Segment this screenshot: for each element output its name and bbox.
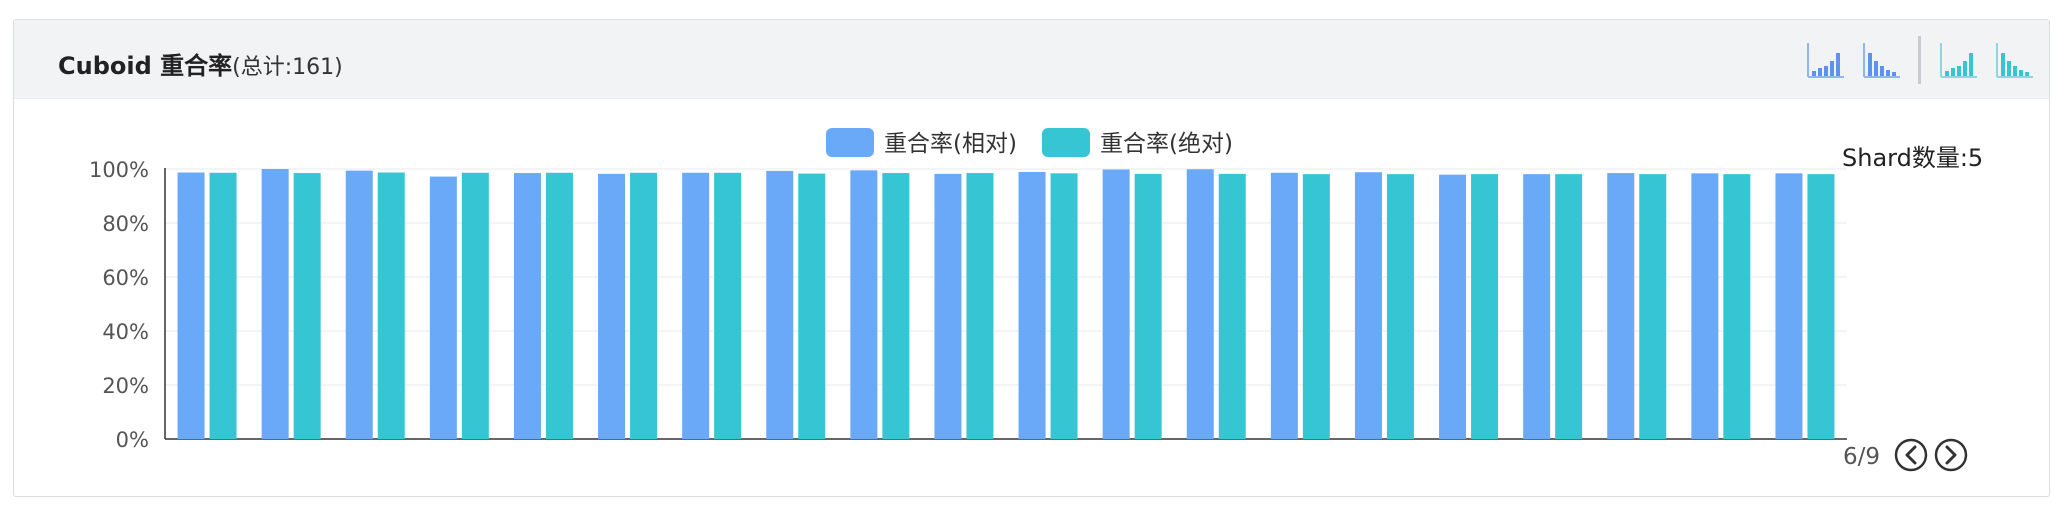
bar-absolute[interactable] [461, 172, 489, 439]
bar-relative[interactable] [766, 170, 794, 439]
bar-relative[interactable] [1691, 173, 1719, 439]
bar-chart-descending-icon[interactable] [1860, 39, 1902, 81]
bar-absolute[interactable] [630, 172, 658, 439]
bar-absolute[interactable] [1807, 174, 1835, 439]
bar-relative[interactable] [934, 173, 962, 440]
y-tick-label: 0% [116, 428, 149, 452]
chevron-left-circle-icon-chevron [1905, 445, 1917, 465]
bar-absolute[interactable] [1386, 174, 1414, 439]
y-tick-label: 20% [102, 374, 149, 398]
bar-relative[interactable] [1775, 173, 1803, 439]
bar-absolute[interactable] [377, 172, 405, 439]
bar-absolute[interactable] [798, 173, 826, 439]
bar-relative[interactable] [598, 173, 626, 440]
bar-absolute[interactable] [1134, 173, 1162, 440]
legend-swatch[interactable] [1042, 128, 1090, 157]
bar-relative[interactable] [1354, 172, 1382, 440]
bar-chart-ascending-icon[interactable] [1937, 39, 1979, 81]
bar-relative[interactable] [1270, 172, 1298, 439]
bar-absolute[interactable] [1218, 173, 1246, 440]
legend-label[interactable]: 重合率(绝对) [1100, 131, 1233, 157]
bar-chart-ascending-icon[interactable] [1804, 39, 1846, 81]
bar-relative[interactable] [1102, 169, 1130, 440]
toolbar-divider [1918, 36, 1921, 84]
legend-label[interactable]: 重合率(相对) [884, 131, 1017, 157]
page-indicator: 6/9 [1843, 444, 1880, 470]
panel-title: Cuboid 重合率(总计:161) [58, 46, 343, 81]
bar-relative[interactable] [513, 173, 541, 440]
y-tick-label: 80% [102, 212, 149, 236]
bar-absolute[interactable] [1471, 174, 1499, 439]
bar-absolute[interactable] [1639, 174, 1667, 439]
bar-relative[interactable] [261, 169, 289, 439]
bar-relative[interactable] [1018, 171, 1046, 439]
y-tick-label: 100% [89, 158, 149, 182]
bar-relative[interactable] [1523, 174, 1551, 439]
bar-absolute[interactable] [545, 172, 573, 439]
chevron-left-circle-icon[interactable] [1894, 438, 1928, 472]
chevron-right-circle-icon[interactable] [1934, 438, 1968, 472]
bar-absolute[interactable] [714, 172, 742, 439]
shard-count-label: Shard数量:5 [1842, 144, 1983, 172]
bar-relative[interactable] [1186, 169, 1214, 439]
bar-absolute[interactable] [293, 173, 321, 440]
bar-absolute[interactable] [1050, 173, 1078, 439]
chart-toolbar [1804, 36, 2035, 84]
bar-relative[interactable] [682, 172, 710, 439]
y-tick-label: 40% [102, 320, 149, 344]
legend-swatch[interactable] [826, 128, 874, 157]
bar-relative[interactable] [850, 170, 878, 439]
bar-chart-descending-icon[interactable] [1993, 39, 2035, 81]
bar-relative[interactable] [1607, 173, 1635, 440]
panel-header: Cuboid 重合率(总计:161) [14, 20, 2049, 99]
panel-title-main: Cuboid 重合率 [58, 52, 233, 80]
bar-relative[interactable] [345, 170, 373, 439]
y-tick-label: 60% [102, 266, 149, 290]
bar-absolute[interactable] [209, 172, 237, 439]
bar-relative[interactable] [429, 176, 457, 439]
bar-absolute[interactable] [882, 173, 910, 440]
bar-relative[interactable] [177, 172, 205, 439]
panel-title-count: (总计:161) [232, 55, 343, 80]
bar-absolute[interactable] [1302, 174, 1330, 439]
bar-relative[interactable] [1439, 174, 1467, 440]
bar-absolute[interactable] [1555, 174, 1583, 439]
bar-absolute[interactable] [966, 173, 994, 440]
chevron-right-circle-icon-chevron [1945, 445, 1957, 465]
bar-absolute[interactable] [1723, 174, 1751, 439]
